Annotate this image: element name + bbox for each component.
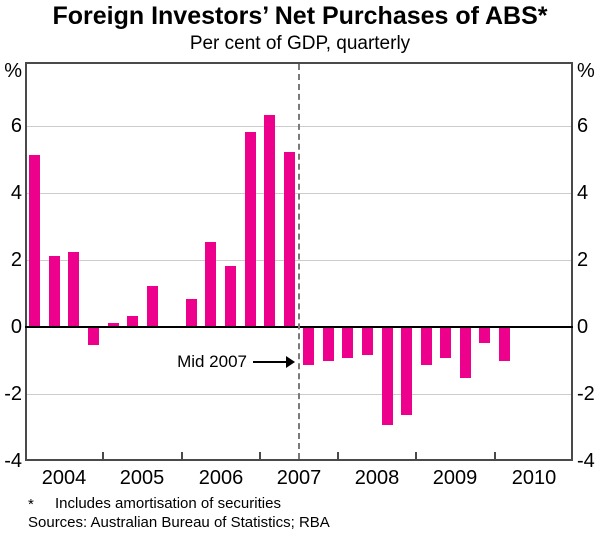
y-unit-label-right: % (577, 60, 595, 82)
right-arrow-icon (253, 361, 286, 363)
bar-2008-q1 (342, 328, 353, 358)
year-boundary-tick (102, 452, 104, 459)
bar-2009-q3 (460, 328, 471, 378)
year-label-2004: 2004 (41, 467, 87, 489)
y-tick-label-left-2: 2 (10, 249, 22, 271)
y-tick-label-right-0: 0 (577, 316, 589, 338)
year-boundary-tick (337, 452, 339, 459)
chart-title: Foreign Investors’ Net Purchases of ABS* (52, 2, 548, 30)
right-arrow-head-icon (286, 356, 295, 368)
mid-2007-annotation: Mid 2007 (177, 352, 247, 371)
year-label-2008: 2008 (354, 467, 400, 489)
y-tick-label-right-2: 2 (577, 249, 589, 271)
y-tick-label-right-6: 6 (577, 115, 589, 137)
bar-2004-q2 (49, 256, 60, 326)
bar-2006-q3 (225, 266, 236, 326)
bar-2004-q4 (88, 328, 99, 345)
bar-2008-q2 (362, 328, 373, 355)
bar-2006-q2 (205, 242, 216, 326)
bar-2008-q4 (401, 328, 412, 415)
bar-2004-q1 (29, 155, 40, 326)
bar-2006-q1 (186, 299, 197, 326)
bar-2007-q3 (303, 328, 314, 365)
y-tick-label-right--4: -4 (577, 450, 595, 472)
year-boundary-tick (181, 452, 183, 459)
y-tick-label-right-4: 4 (577, 182, 589, 204)
year-label-2005: 2005 (119, 467, 165, 489)
plot-frame (25, 62, 573, 461)
sources-text: Sources: Australian Bureau of Statistics… (28, 514, 330, 531)
y-tick-label-left--4: -4 (4, 450, 22, 472)
year-boundary-tick (259, 452, 261, 459)
y-tick-label-left-6: 6 (10, 115, 22, 137)
bar-2007-q4 (323, 328, 334, 361)
footnote-text: Includes amortisation of securities (55, 495, 281, 512)
year-label-2009: 2009 (432, 467, 478, 489)
bar-2007-q2 (284, 152, 295, 326)
bar-2007-q1 (264, 115, 275, 326)
bar-2008-q3 (382, 328, 393, 425)
bar-2004-q3 (68, 252, 79, 326)
bar-2006-q4 (245, 132, 256, 326)
footnote-asterisk: * (28, 496, 34, 513)
bar-2005-q2 (127, 316, 138, 326)
mid-2007-dashed-line (298, 64, 300, 459)
bar-2009-q1 (421, 328, 432, 365)
year-boundary-tick (494, 452, 496, 459)
y-tick-label-left-0: 0 (10, 316, 22, 338)
chart-subtitle: Per cent of GDP, quarterly (189, 33, 411, 54)
year-label-2010: 2010 (511, 467, 557, 489)
y-tick-label-left--2: -2 (4, 383, 22, 405)
bar-2005-q1 (108, 323, 119, 326)
bar-2005-q3 (147, 286, 158, 326)
year-label-2007: 2007 (276, 467, 322, 489)
bar-2009-q4 (479, 328, 490, 343)
bar-2010-q1 (499, 328, 510, 361)
y-unit-label-left: % (4, 60, 22, 82)
y-tick-label-right--2: -2 (577, 383, 595, 405)
y-tick-label-left-4: 4 (10, 182, 22, 204)
bar-2009-q2 (440, 328, 451, 358)
year-label-2006: 2006 (198, 467, 244, 489)
year-boundary-tick (415, 452, 417, 459)
